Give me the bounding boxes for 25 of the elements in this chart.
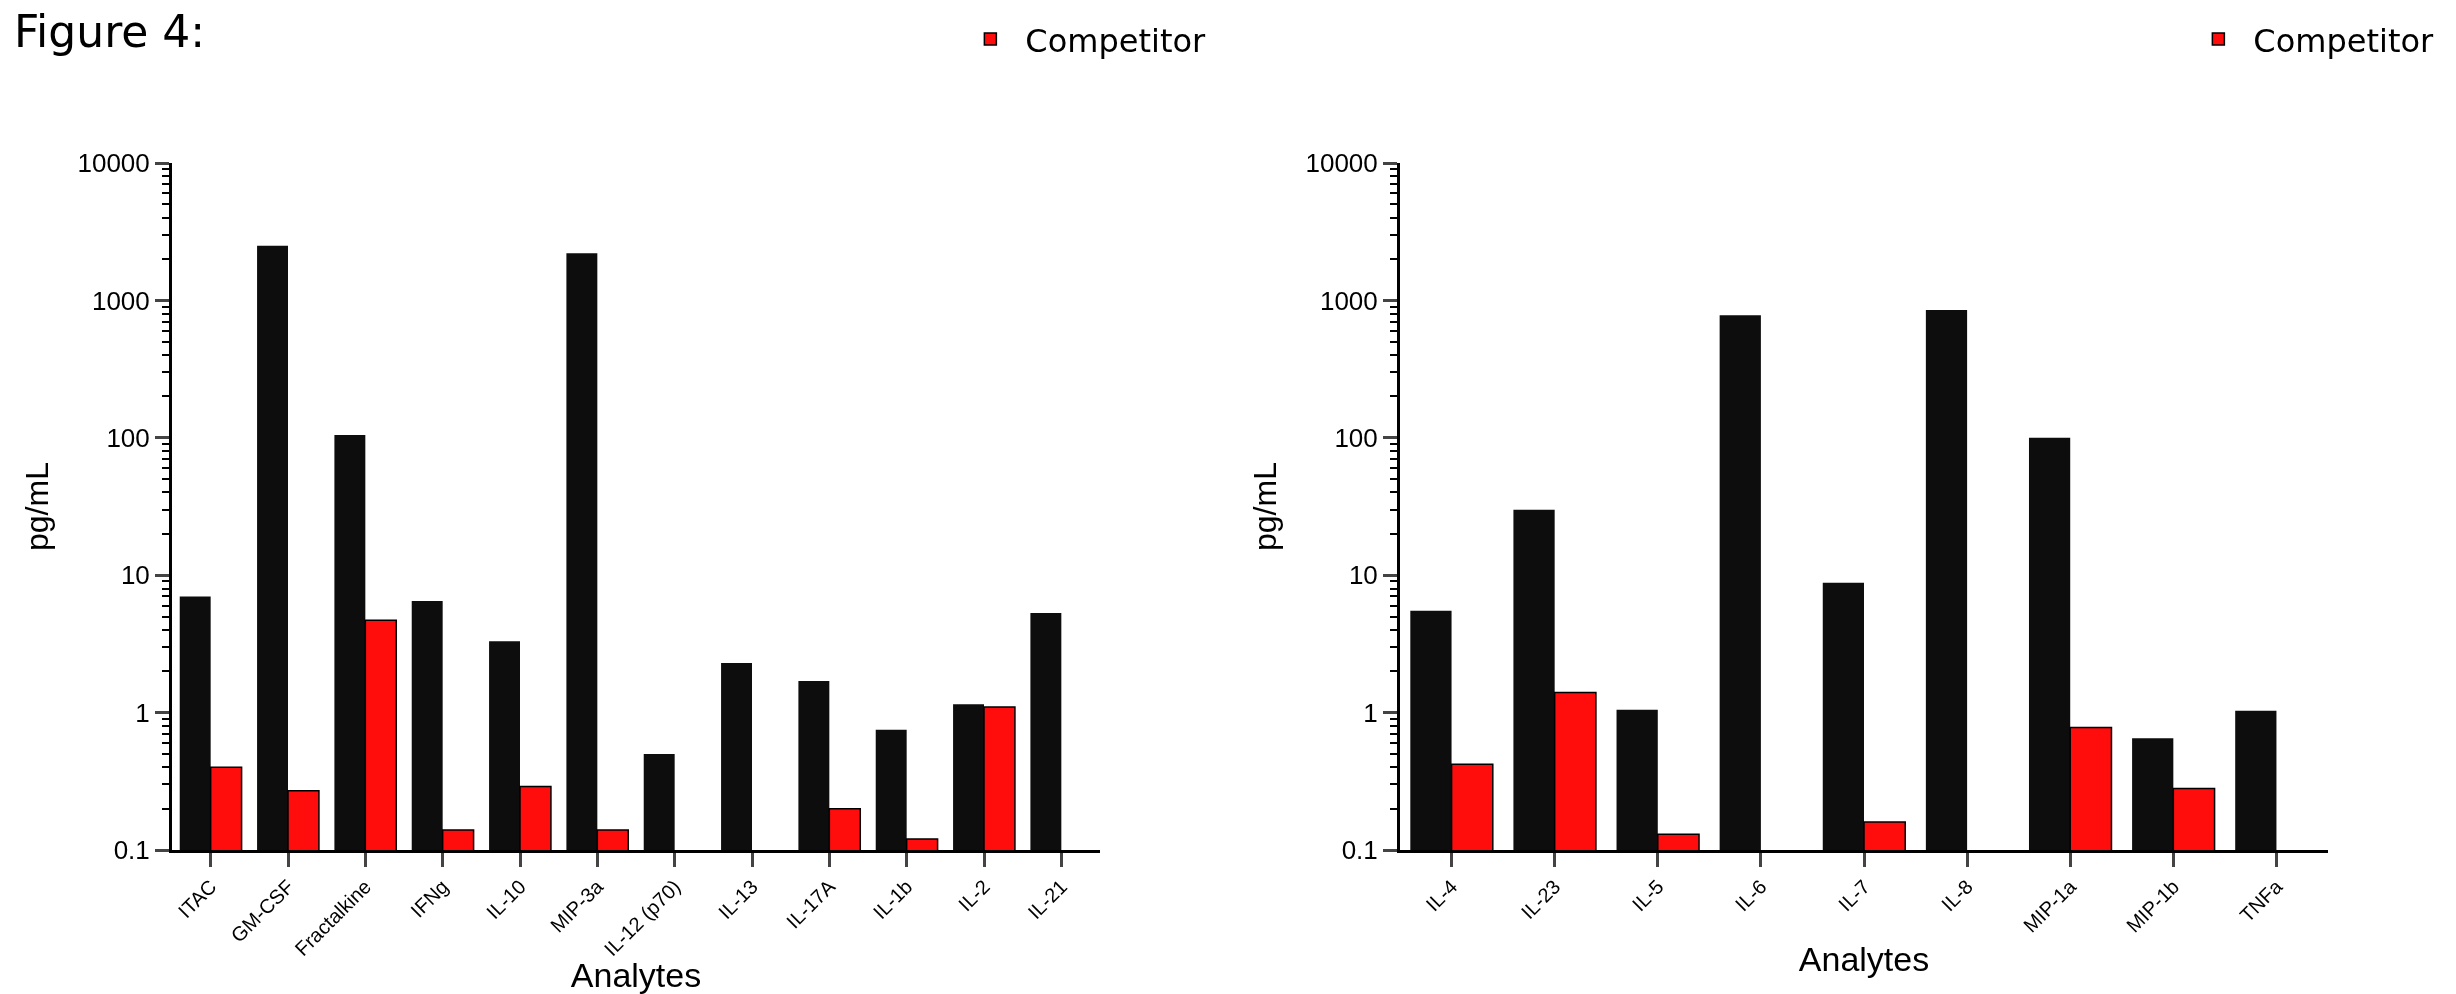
y-tick-label: 0.1 <box>1341 835 1378 866</box>
y-tick-label: 0.1 <box>113 835 150 866</box>
y-tick-label: 1000 <box>1319 285 1378 316</box>
x-tick-label: IL-6 <box>1730 875 1771 916</box>
y-tick-label: 1 <box>135 697 150 728</box>
x-tick-label: IL-5 <box>1627 875 1668 916</box>
y-tick-label: 10000 <box>77 148 150 179</box>
x-axis-title: Analytes <box>1798 939 1930 978</box>
y-tick-label: 1000 <box>91 285 150 316</box>
y-tick-label: 1 <box>1363 697 1378 728</box>
y-tick-label: 10 <box>1348 560 1378 591</box>
legend-label: Competitor <box>1025 21 1207 60</box>
y-tick-label: 100 <box>106 422 150 453</box>
y-tick-label: 100 <box>1334 422 1378 453</box>
x-tick-label: IL-2 <box>953 875 994 916</box>
y-tick-label: 10000 <box>1305 148 1378 179</box>
y-tick-label: 10 <box>120 560 150 591</box>
legend-label: Competitor <box>2253 21 2435 60</box>
x-tick-label: IL-4 <box>1421 875 1462 916</box>
x-tick-label: IL-8 <box>1937 875 1978 916</box>
chart-title: Figure 4: <box>14 6 206 57</box>
y-axis-title: pg/mL <box>18 462 55 551</box>
x-axis-title: Analytes <box>570 956 702 994</box>
y-axis-title: pg/mL <box>1246 462 1283 551</box>
x-tick-label: IL-7 <box>1833 875 1874 916</box>
